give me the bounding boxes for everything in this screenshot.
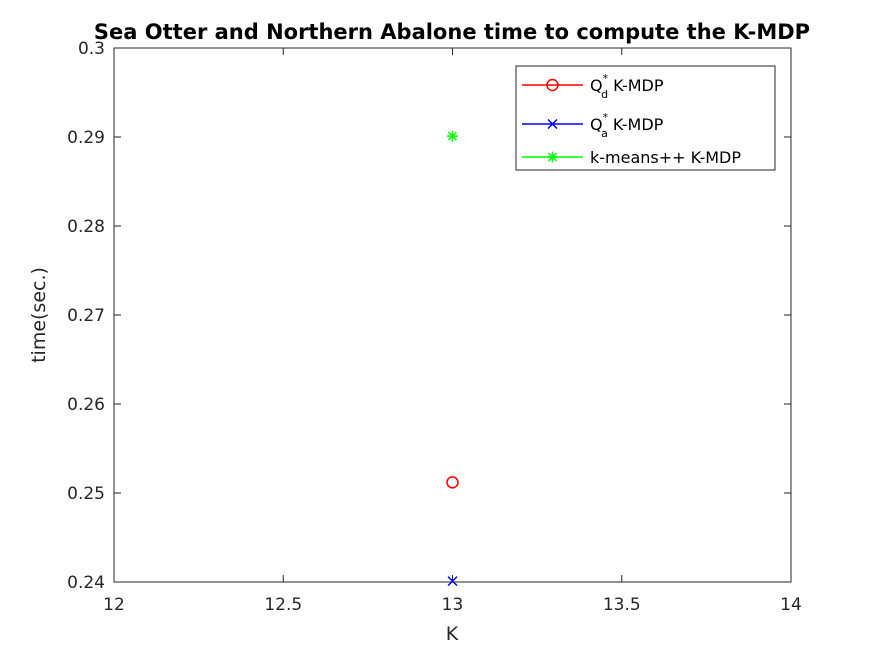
legend-box [515,65,776,171]
data-point-series-2 [447,130,458,142]
legend-marker [547,151,558,163]
y-tick-label: 0.27 [67,306,105,326]
data-point-series-1 [447,576,458,587]
y-tick-label: 0.24 [67,573,105,593]
legend-label: k-means++ K-MDP [590,148,741,167]
y-tick-label: 0.3 [78,39,105,59]
x-axis-label: K [446,623,459,645]
legend-label: Q* a K-MDP [590,111,664,140]
y-tick-label: 0.25 [67,484,105,504]
x-tick-label: 12.5 [264,595,302,615]
chart-title: Sea Otter and Northern Abalone time to c… [94,20,810,44]
data-point-series-0 [446,476,459,489]
x-tick-label: 12 [103,595,125,615]
axis-tick-labels: 12 12.5 13 13.5 14 0.24 0.25 0.26 0.27 0.28 0.29 0.… [67,39,802,615]
x-tick-label: 14 [780,595,802,615]
x-tick-label: 13 [442,595,464,615]
legend-label: Q* d K-MDP [590,72,664,101]
y-axis-label: time(sec.) [28,267,50,363]
data-marks [446,130,459,587]
y-tick-label: 0.29 [67,128,105,148]
legend-marker [546,78,559,92]
axis-ticks [113,47,792,583]
y-tick-label: 0.26 [67,395,105,415]
legend-marker [547,118,558,130]
legend: Q* d K-MDP Q* a K-MDP k-means++ K-MDP [515,65,776,171]
x-tick-label: 13.5 [603,595,641,615]
y-tick-label: 0.28 [67,217,105,237]
